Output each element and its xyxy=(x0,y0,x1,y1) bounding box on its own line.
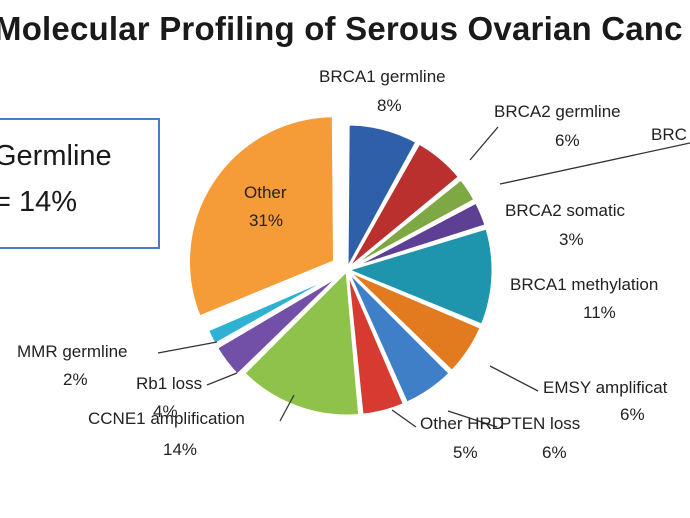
leader-line xyxy=(157,341,218,354)
leader-line xyxy=(489,365,539,392)
leader-line xyxy=(499,142,690,185)
pie-slice-brca2-germline xyxy=(345,140,462,272)
slice-label: Other xyxy=(244,183,287,202)
pie-slice-brca1-methylation xyxy=(342,225,495,328)
slice-percent-label: 3% xyxy=(559,230,584,249)
slice-label: BRC xyxy=(651,125,687,144)
pie-slice-rb1-loss xyxy=(214,272,344,378)
slice-percent-label: 4% xyxy=(153,402,178,421)
slice-percent-label: 6% xyxy=(542,443,567,462)
slice-percent-label: 31% xyxy=(249,211,283,230)
slice-label: MMR germline xyxy=(17,342,128,361)
leader-line xyxy=(447,410,498,428)
slice-label: EMSY amplificat xyxy=(543,378,668,397)
slice-percent-label: 6% xyxy=(555,131,580,150)
slice-percent-label: 14% xyxy=(163,440,197,459)
slice-percent-label: 5% xyxy=(453,443,478,462)
leader-line xyxy=(279,394,295,422)
pie-slice-brca1-germline xyxy=(345,122,419,271)
pie-slice-other-hrd xyxy=(345,269,407,417)
leader-line xyxy=(469,126,499,161)
pie-slice-brc xyxy=(346,176,478,272)
slice-label: Other HRD xyxy=(420,414,504,433)
slice-label: BRCA2 somatic xyxy=(505,201,625,220)
pie-slice-emsy-amplificat xyxy=(345,268,484,374)
chart-title: Molecular Profiling of Serous Ovarian Ca… xyxy=(0,10,683,47)
germline-label: Germline xyxy=(0,140,112,172)
germline-summary-box xyxy=(0,118,160,249)
slice-percent-label: 6% xyxy=(620,405,645,424)
slice-label: Rb1 loss xyxy=(136,374,202,393)
slice-label: CCNE1 amplification xyxy=(88,409,245,428)
germline-value: = 14% xyxy=(0,186,78,218)
pie-slice-pten-loss xyxy=(345,268,453,406)
pie-slice-brca2-somatic xyxy=(346,200,488,272)
slice-percent-label: 11% xyxy=(583,303,616,322)
slice-label: BRCA1 methylation xyxy=(510,275,658,294)
slice-label: PTEN loss xyxy=(500,414,580,433)
pie-slice-other xyxy=(187,114,337,319)
slice-percent-label: 2% xyxy=(63,370,88,389)
leader-line xyxy=(391,409,417,428)
slice-percent-label: 8% xyxy=(377,96,402,115)
slice-label: BRCA2 germline xyxy=(494,102,621,121)
leader-line xyxy=(206,372,238,386)
slice-label: BRCA1 germline xyxy=(319,67,446,86)
pie-slice-ccne1-amplification xyxy=(241,266,362,418)
pie-slice-mmr-germline xyxy=(205,271,343,347)
